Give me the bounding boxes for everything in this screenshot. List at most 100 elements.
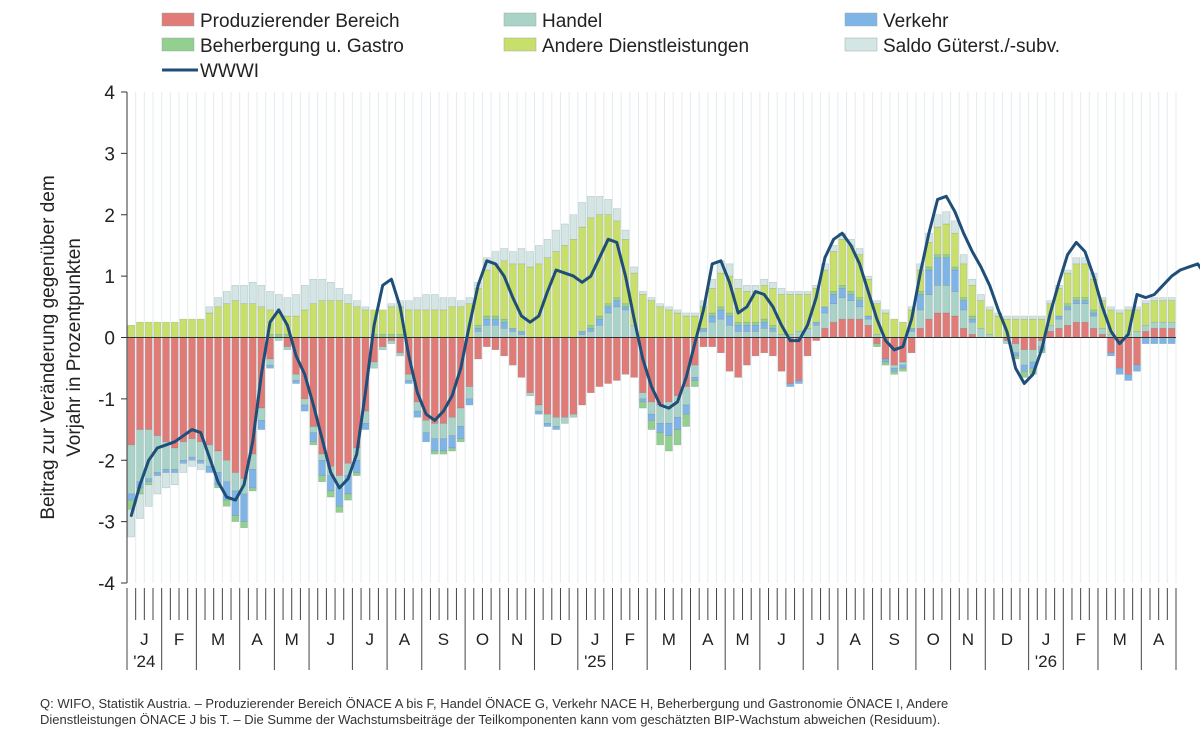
year-label: '24: [133, 652, 155, 671]
bar-handel: [847, 300, 855, 320]
bar-andere: [665, 309, 673, 338]
bar-verkehr: [500, 321, 508, 329]
bar-handel: [699, 331, 708, 338]
month-label: M: [735, 630, 749, 649]
bar-handel: [691, 364, 699, 378]
chart: Produzierender Bereich Handel Verkehr Beher…: [38, 11, 1200, 671]
bar-verkehr: [613, 300, 621, 308]
bar-prod: [483, 337, 491, 347]
bar-saldo: [673, 309, 682, 314]
bar-prod: [1150, 328, 1159, 338]
bar-prod: [751, 337, 760, 357]
y-tick-label: 0: [104, 329, 115, 350]
bar-handel: [604, 312, 612, 338]
bar-andere: [942, 223, 950, 255]
bar-andere: [127, 324, 136, 338]
bar-andere: [838, 239, 846, 286]
bar-saldo: [569, 214, 578, 240]
bar-saldo: [795, 291, 803, 295]
bar-andere: [647, 300, 656, 338]
bar-gastro: [838, 285, 846, 289]
bar-prod: [188, 337, 196, 440]
bar-prod: [890, 337, 898, 366]
bar-verkehr: [725, 315, 734, 326]
legend-label-handel: Handel: [542, 11, 602, 32]
bar-andere: [309, 303, 318, 338]
y-tick-label: 1: [104, 267, 115, 288]
bar-andere: [448, 306, 456, 338]
bar-andere: [387, 306, 396, 335]
bar-saldo: [1167, 297, 1176, 301]
y-tick-label: 3: [104, 144, 115, 165]
bar-gastro: [604, 303, 612, 308]
bar-verkehr: [855, 300, 864, 308]
bar-saldo: [1029, 315, 1037, 320]
bar-verkehr: [1115, 367, 1124, 375]
month-label: J: [816, 630, 825, 649]
bar-gastro: [760, 318, 768, 323]
bar-andere: [1063, 272, 1072, 304]
bar-gastro: [1089, 309, 1098, 314]
bar-prod: [587, 337, 595, 393]
bar-saldo: [301, 285, 309, 311]
bar-verkehr: [691, 377, 699, 381]
bar-gastro: [309, 441, 318, 446]
bar-prod: [569, 337, 578, 415]
bar-verkehr: [621, 306, 630, 311]
bar-gastro: [873, 343, 881, 347]
bar-andere: [491, 263, 500, 317]
bar-verkehr: [491, 318, 500, 326]
bar-saldo: [526, 251, 534, 268]
bar-gastro: [613, 297, 621, 301]
bar-gastro: [231, 515, 240, 522]
bar-andere: [153, 321, 162, 338]
bar-handel: [751, 331, 760, 338]
bar-prod: [769, 337, 777, 357]
bar-saldo: [222, 291, 231, 304]
bar-saldo: [1011, 315, 1020, 320]
bar-handel: [526, 392, 534, 397]
bar-andere: [708, 288, 716, 314]
bar-handel: [769, 331, 777, 338]
bar-andere: [214, 306, 222, 338]
bar-saldo: [630, 266, 638, 274]
bar-andere: [613, 220, 621, 298]
bar-gastro: [942, 254, 950, 258]
bar-handel: [595, 324, 604, 338]
bar-verkehr: [881, 358, 890, 363]
bar-andere: [656, 306, 664, 338]
bar-prod: [214, 337, 222, 452]
month-label: F: [174, 630, 184, 649]
bar-saldo: [743, 285, 751, 292]
bar-saldo: [214, 297, 222, 308]
year-label: '26: [1035, 652, 1057, 671]
bar-prod: [717, 337, 725, 354]
bar-saldo: [179, 463, 188, 473]
bar-andere: [959, 263, 968, 298]
bar-verkehr: [240, 493, 248, 522]
bar-prod: [1055, 328, 1063, 338]
bar-prod: [500, 337, 508, 357]
bar-handel: [457, 407, 465, 427]
bar-andere: [292, 315, 300, 338]
bar-handel: [760, 328, 768, 338]
bar-verkehr: [457, 426, 465, 440]
bar-gastro: [959, 297, 968, 301]
bar-gastro: [1020, 371, 1029, 378]
bar-andere: [977, 300, 985, 329]
bar-verkehr: [682, 404, 690, 415]
bar-saldo: [613, 208, 621, 222]
bar-prod: [933, 312, 942, 338]
source-note: Q: WIFO, Statistik Austria. – Produziere…: [40, 696, 1180, 728]
bar-handel: [725, 324, 734, 338]
bar-verkehr: [318, 460, 326, 476]
bar-verkehr: [578, 331, 586, 335]
bar-prod: [925, 318, 933, 338]
bar-saldo: [1159, 297, 1167, 301]
bar-gastro: [881, 361, 890, 366]
bar-andere: [1029, 318, 1037, 338]
bar-andere: [301, 309, 309, 338]
bar-gastro: [457, 438, 465, 443]
bar-andere: [162, 321, 170, 338]
bar-handel: [309, 426, 318, 433]
